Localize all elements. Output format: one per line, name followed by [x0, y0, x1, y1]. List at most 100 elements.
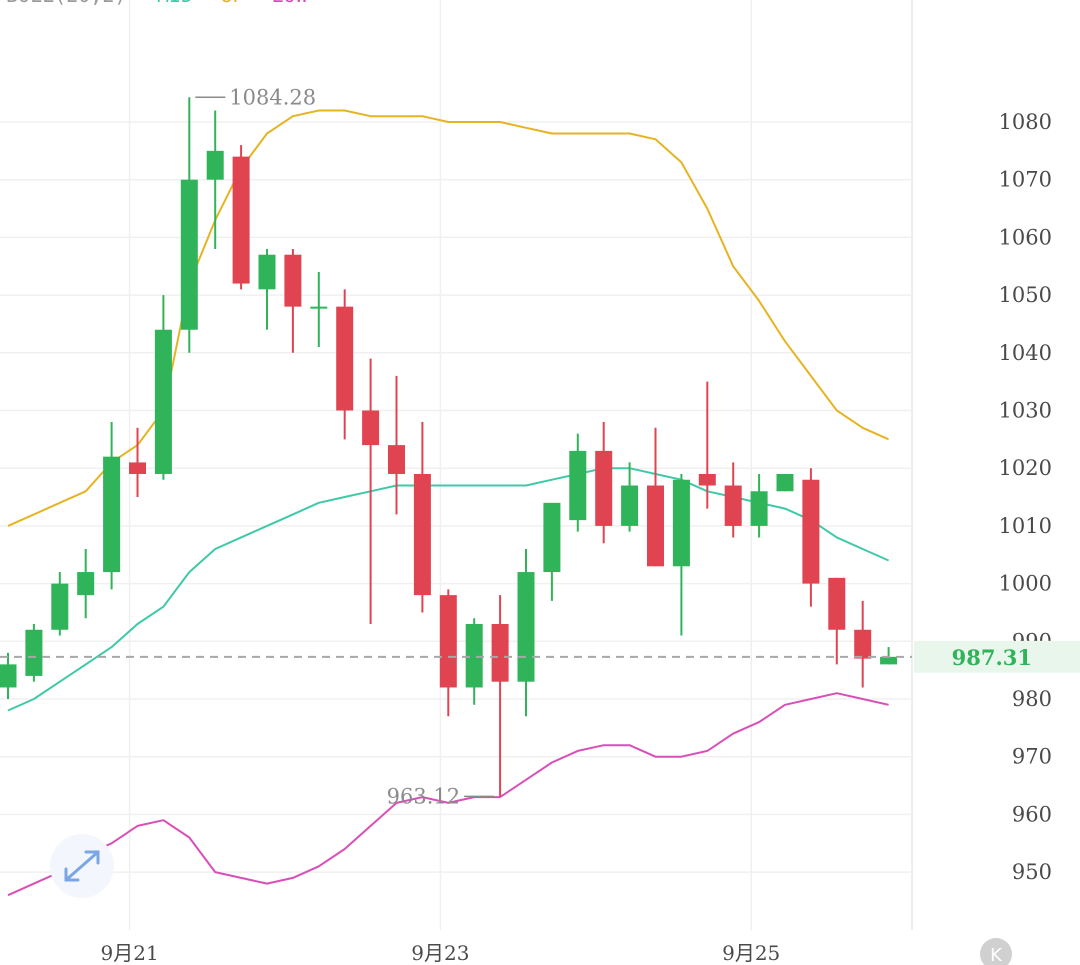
- current-price: 987.31: [0, 640, 1080, 673]
- bollinger-bands: [7, 109, 890, 897]
- candle[interactable]: [180, 97, 198, 353]
- current-price-label: 987.31: [952, 645, 1032, 670]
- candle[interactable]: [750, 473, 768, 538]
- upper-band-line: [7, 109, 890, 527]
- y-tick-1020: 1020: [999, 456, 1052, 480]
- corner-badge[interactable]: K: [980, 938, 1012, 965]
- candle[interactable]: [0, 652, 17, 699]
- y-axis: 1080107010601050104010301020101010009909…: [999, 110, 1052, 884]
- candle[interactable]: [77, 548, 95, 619]
- candle[interactable]: [465, 618, 483, 705]
- candle-body[interactable]: [698, 473, 716, 486]
- candle-body[interactable]: [543, 502, 561, 573]
- candle[interactable]: [103, 422, 121, 590]
- candle-body[interactable]: [232, 156, 250, 284]
- candle-body[interactable]: [51, 583, 69, 630]
- candle-body[interactable]: [439, 595, 457, 688]
- candle[interactable]: [284, 248, 302, 353]
- middle-band-line: [7, 467, 890, 712]
- candle-body[interactable]: [672, 479, 690, 567]
- candle-body[interactable]: [465, 623, 483, 688]
- candle[interactable]: [854, 600, 872, 688]
- y-tick-1050: 1050: [999, 283, 1052, 307]
- candle[interactable]: [439, 589, 457, 717]
- candle[interactable]: [621, 462, 639, 532]
- corner-badge-circle[interactable]: [980, 938, 1012, 965]
- candle-body[interactable]: [621, 485, 639, 526]
- candle[interactable]: [413, 422, 431, 613]
- legend-item: UP: [221, 0, 245, 7]
- candle[interactable]: [569, 433, 587, 532]
- candle-body[interactable]: [750, 491, 768, 526]
- candle[interactable]: [802, 468, 820, 607]
- candle[interactable]: [543, 502, 561, 601]
- candle-body[interactable]: [129, 462, 146, 474]
- candle[interactable]: [388, 375, 405, 515]
- candle-body[interactable]: [180, 179, 198, 330]
- candle-body[interactable]: [362, 410, 380, 446]
- candle[interactable]: [206, 110, 224, 249]
- candle-body[interactable]: [258, 254, 276, 290]
- candle[interactable]: [491, 595, 509, 797]
- candle-body[interactable]: [413, 473, 431, 596]
- y-tick-970: 970: [1012, 745, 1052, 769]
- candle-body[interactable]: [206, 150, 224, 180]
- candle-body[interactable]: [854, 629, 872, 659]
- y-tick-1070: 1070: [999, 168, 1052, 192]
- candle[interactable]: [310, 272, 328, 348]
- candle-body[interactable]: [776, 473, 794, 492]
- max-annotation-label: 1084.28: [229, 85, 316, 109]
- candle-body[interactable]: [802, 479, 820, 584]
- corner-badge-label: K: [990, 945, 1003, 965]
- candle[interactable]: [336, 289, 354, 440]
- candle-body[interactable]: [724, 485, 742, 526]
- candle-body[interactable]: [647, 485, 664, 567]
- candle[interactable]: [672, 473, 690, 636]
- legend-item: BOLL(20,2): [6, 0, 126, 7]
- y-tick-1030: 1030: [999, 399, 1052, 423]
- candle[interactable]: [517, 548, 535, 717]
- candle-body[interactable]: [828, 577, 846, 630]
- candle[interactable]: [776, 473, 794, 492]
- candle[interactable]: [51, 572, 69, 636]
- candle[interactable]: [25, 623, 43, 682]
- candle-body[interactable]: [880, 656, 898, 665]
- y-tick-960: 960: [1012, 802, 1052, 826]
- candle[interactable]: [154, 295, 172, 480]
- x-tick-label: 9月23: [411, 941, 469, 965]
- candle[interactable]: [880, 647, 898, 665]
- y-tick-1010: 1010: [999, 514, 1052, 538]
- candle[interactable]: [647, 427, 664, 567]
- candle-body[interactable]: [388, 445, 405, 474]
- candle[interactable]: [362, 358, 380, 624]
- candle[interactable]: [232, 145, 250, 290]
- candle-body[interactable]: [336, 306, 354, 411]
- candle-body[interactable]: [77, 572, 95, 596]
- x-tick-label: 9月25: [722, 941, 780, 965]
- candle[interactable]: [698, 381, 716, 509]
- lower-band-line: [7, 692, 889, 897]
- candle-body[interactable]: [310, 306, 328, 309]
- candle[interactable]: [258, 248, 276, 330]
- zoom-button[interactable]: [50, 834, 114, 898]
- candle[interactable]: [129, 427, 146, 498]
- candle-body[interactable]: [595, 450, 613, 526]
- candle-body[interactable]: [517, 572, 535, 682]
- y-tick-1080: 1080: [999, 110, 1052, 134]
- current-price-badge: [914, 640, 1080, 673]
- candle-body[interactable]: [154, 329, 172, 474]
- y-tick-1060: 1060: [999, 225, 1052, 249]
- candle[interactable]: [828, 577, 846, 665]
- candle-body[interactable]: [103, 456, 121, 573]
- y-tick-1040: 1040: [999, 341, 1052, 365]
- candle-body[interactable]: [25, 629, 43, 676]
- candles[interactable]: [0, 97, 898, 797]
- candle-body[interactable]: [569, 450, 587, 521]
- expand-arrows-icon: [64, 850, 100, 882]
- candle-body[interactable]: [491, 623, 509, 682]
- candle[interactable]: [724, 462, 742, 538]
- candle-body[interactable]: [284, 254, 302, 307]
- candle-body[interactable]: [0, 664, 17, 688]
- candle[interactable]: [595, 422, 613, 544]
